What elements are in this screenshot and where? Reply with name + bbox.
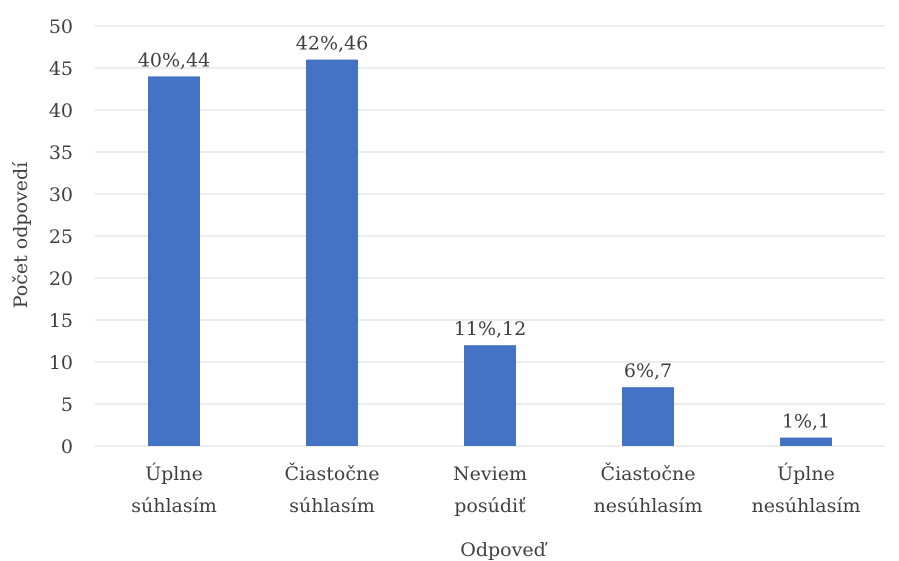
category-label: súhlasím <box>131 495 216 517</box>
data-label: 11%,12 <box>454 318 526 340</box>
y-tick-label: 20 <box>49 268 73 290</box>
data-labels: 40%,44 42%,46 11%,12 6%,7 1%,1 <box>138 33 830 433</box>
y-tick-label: 5 <box>61 394 73 416</box>
data-label: 1%,1 <box>782 411 830 433</box>
data-label: 42%,46 <box>296 33 368 55</box>
y-tick-label: 10 <box>49 352 73 374</box>
y-tick-label: 35 <box>49 142 73 164</box>
category-label: súhlasím <box>289 495 374 517</box>
y-tick-label: 15 <box>49 310 73 332</box>
category-label: Čiastočne <box>285 462 380 485</box>
gridlines <box>95 25 885 447</box>
y-tick-label: 45 <box>49 58 73 80</box>
category-label: nesúhlasím <box>594 495 703 517</box>
category-label: Úplne <box>145 462 203 485</box>
bar <box>148 76 200 447</box>
category-label: posúdiť <box>454 495 526 517</box>
data-label: 6%,7 <box>624 360 672 382</box>
y-tick-label: 40 <box>49 100 73 122</box>
x-axis-title: Odpoveď <box>460 539 548 561</box>
y-tick-label: 50 <box>49 16 73 38</box>
y-tick-label: 30 <box>49 184 73 206</box>
bar <box>306 59 358 446</box>
x-axis-categories: Úplne súhlasím Čiastočne súhlasím Neviem posú… <box>131 462 860 517</box>
category-label: Čiastočne <box>601 462 696 485</box>
y-tick-label: 25 <box>49 226 73 248</box>
bars <box>148 59 832 447</box>
data-label: 40%,44 <box>138 49 210 71</box>
category-label: Úplne <box>777 462 835 485</box>
bar <box>464 345 516 446</box>
category-label: nesúhlasím <box>752 495 861 517</box>
category-label: Neviem <box>453 463 527 485</box>
y-axis-ticks: 0 5 10 15 20 25 30 35 40 45 50 <box>49 16 73 458</box>
bar <box>622 387 674 446</box>
y-axis-title: Počet odpovedí <box>10 161 32 308</box>
y-tick-label: 0 <box>61 436 73 458</box>
bar <box>780 437 832 446</box>
